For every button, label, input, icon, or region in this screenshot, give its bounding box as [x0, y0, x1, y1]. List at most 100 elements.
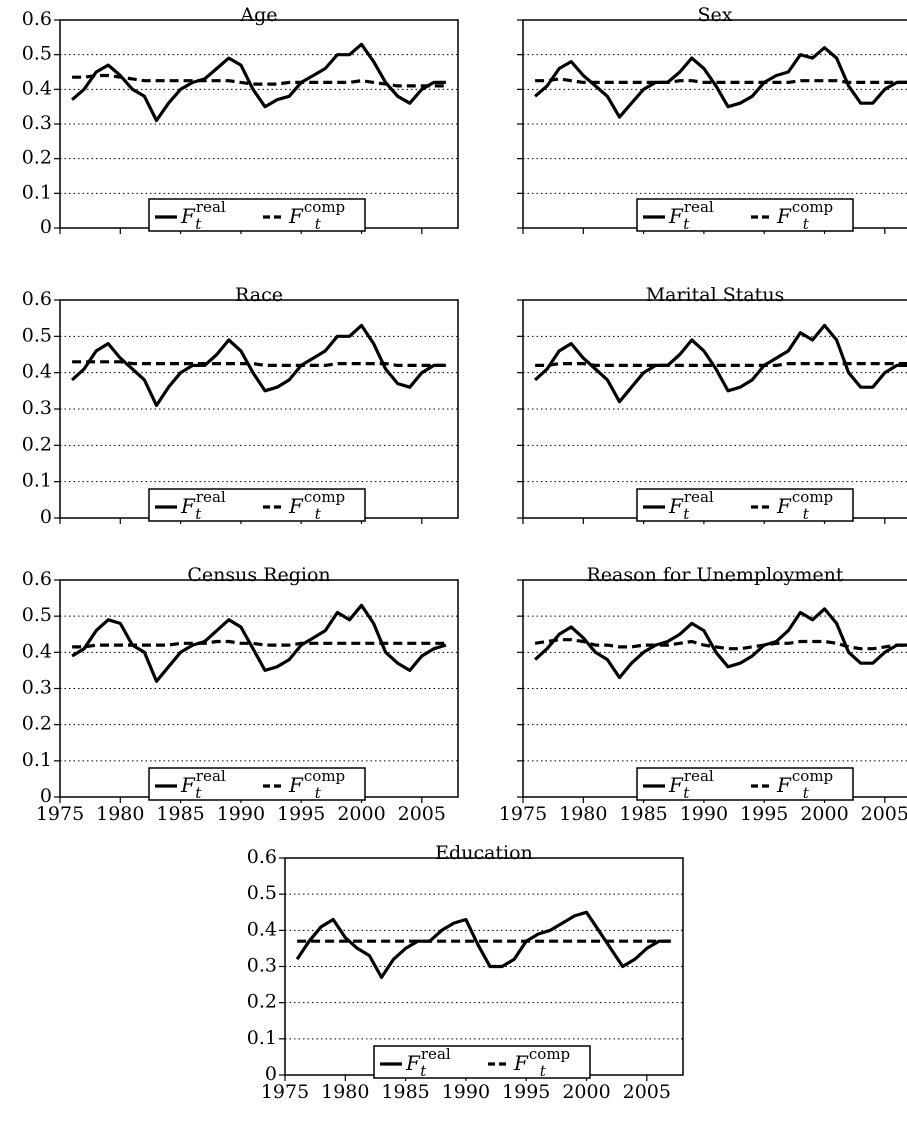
x-tick-label: 1995: [277, 803, 325, 825]
y-tick-label: 0.1: [22, 181, 52, 203]
y-tick-label: 0.5: [247, 882, 277, 904]
x-tick-label: 1980: [96, 803, 144, 825]
legend-label: Fcomp t: [288, 198, 345, 233]
panel: 0 0.1 0.2 0.3 0.4 0.5 0.6 1975 1980 1985 1990 1995 2…: [22, 564, 459, 825]
chart-title: Reason for Unemployment: [587, 564, 844, 586]
y-tick-label: 0.4: [22, 640, 52, 662]
legend-label: Freal t: [180, 767, 226, 802]
x-tick-label: 2005: [623, 1081, 671, 1103]
line-series: [72, 639, 446, 649]
line-series: [71, 42, 446, 123]
y-tick-label: 0.2: [247, 991, 277, 1013]
legend-label: Fcomp t: [513, 1045, 570, 1080]
y-tick-label: 0.3: [22, 677, 52, 699]
legend: Freal t Fcomp t: [636, 198, 854, 233]
legend-label: Freal t: [668, 488, 714, 523]
x-tick-label: 2005: [861, 803, 907, 825]
x-tick-label: 2000: [800, 803, 848, 825]
legend-label: Freal t: [668, 767, 714, 802]
y-tick-label: 0.1: [22, 749, 52, 771]
plot-frame: [522, 299, 907, 519]
panel: Sex Freal t Fcomp t: [517, 4, 907, 234]
x-tick-label: 2000: [562, 1081, 610, 1103]
chart-title: Race: [235, 284, 283, 306]
x-tick-label: 1975: [36, 803, 84, 825]
x-tick-label: 1985: [156, 803, 204, 825]
x-tick-label: 1975: [261, 1081, 309, 1103]
y-tick-label: 0: [40, 216, 52, 238]
x-tick-label: 1990: [217, 803, 265, 825]
y-tick-label: 0.5: [22, 43, 52, 65]
legend: Freal t Fcomp t: [373, 1045, 591, 1080]
y-tick-label: 0.2: [22, 713, 52, 735]
y-tick-label: 0.1: [247, 1027, 277, 1049]
legend-box: [148, 198, 366, 232]
line-series: [535, 77, 907, 84]
y-tick-label: 0: [265, 1063, 277, 1085]
line-series: [295, 910, 671, 979]
panel: 0 0.1 0.2 0.3 0.4 0.5 0.6 Race Freal t Fcomp t: [22, 284, 459, 528]
y-tick-label: 0.6: [247, 846, 277, 868]
legend-box: [636, 767, 854, 801]
x-tick-label: 1985: [381, 1081, 429, 1103]
chart-title: Age: [239, 4, 277, 26]
y-tick-label: 0.4: [22, 361, 52, 383]
x-tick-label: 1975: [499, 803, 547, 825]
legend: Freal t Fcomp t: [636, 767, 854, 802]
legend-label: Fcomp t: [776, 198, 833, 233]
line-series: [534, 638, 907, 651]
chart-title: Census Region: [187, 564, 330, 586]
legend-label: Fcomp t: [288, 767, 345, 802]
y-tick-label: 0.6: [22, 568, 52, 590]
x-tick-label: 1995: [740, 803, 788, 825]
x-tick-label: 1995: [502, 1081, 550, 1103]
legend-label: Freal t: [405, 1045, 451, 1080]
y-tick-label: 0.2: [22, 433, 52, 455]
legend-box: [148, 767, 366, 801]
y-tick-label: 0.6: [22, 8, 52, 30]
legend-box: [373, 1045, 591, 1079]
legend-label: Fcomp t: [288, 488, 345, 523]
x-tick-label: 2005: [398, 803, 446, 825]
x-tick-label: 1980: [559, 803, 607, 825]
y-tick-label: 0.1: [22, 470, 52, 492]
legend: Freal t Fcomp t: [636, 488, 854, 523]
y-tick-label: 0.3: [247, 955, 277, 977]
x-tick-label: 1985: [619, 803, 667, 825]
line-series: [534, 323, 907, 404]
y-tick-label: 0.6: [22, 288, 52, 310]
y-tick-label: 0.3: [22, 112, 52, 134]
chart-title: Marital Status: [646, 284, 785, 306]
y-tick-label: 0.2: [22, 147, 52, 169]
plot-frame: [522, 579, 907, 798]
x-tick-label: 1990: [442, 1081, 490, 1103]
line-series: [535, 362, 907, 367]
y-tick-label: 0.4: [247, 918, 277, 940]
legend-label: Fcomp t: [776, 767, 833, 802]
line-series: [72, 73, 446, 88]
panel: 0 0.1 0.2 0.3 0.4 0.5 0.6 1975 1980 1985 1990 1995 2…: [247, 842, 684, 1103]
legend-box: [636, 488, 854, 522]
y-tick-label: 0: [40, 506, 52, 528]
x-tick-label: 1980: [321, 1081, 369, 1103]
legend: Freal t Fcomp t: [148, 198, 366, 233]
y-tick-label: 0.5: [22, 324, 52, 346]
chart-title: Sex: [698, 4, 733, 26]
y-tick-label: 0.3: [22, 397, 52, 419]
legend-label: Freal t: [180, 198, 226, 233]
y-tick-label: 0: [40, 785, 52, 807]
legend-label: Freal t: [180, 488, 226, 523]
legend: Freal t Fcomp t: [148, 767, 366, 802]
panel: 0 0.1 0.2 0.3 0.4 0.5 0.6 Age Freal t Fcomp t: [22, 4, 459, 238]
x-tick-label: 1990: [680, 803, 728, 825]
y-tick-label: 0.5: [22, 604, 52, 626]
legend-box: [636, 198, 854, 232]
y-tick-label: 0.4: [22, 77, 52, 99]
legend-box: [148, 488, 366, 522]
plot-frame: [522, 19, 907, 229]
panel: 1975 1980 1985 1990 1995 2000 2005 Reason for U…: [499, 564, 907, 825]
legend-label: Fcomp t: [776, 488, 833, 523]
chart-title: Education: [435, 842, 533, 864]
legend: Freal t Fcomp t: [148, 488, 366, 523]
